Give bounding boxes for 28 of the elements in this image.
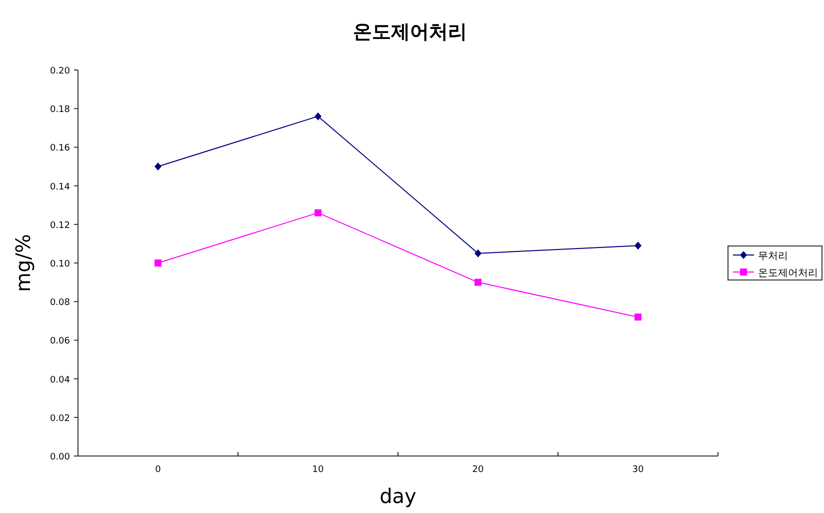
point — [154, 162, 162, 170]
point — [154, 260, 162, 266]
y-tick-label: 0.10 — [50, 260, 70, 270]
y-tick-label: 0.14 — [50, 182, 70, 192]
x-tick-label: 30 — [632, 465, 644, 475]
y-tick-label: 0.08 — [50, 298, 70, 308]
point — [634, 242, 642, 250]
legend-label: 온도제어처리 — [758, 268, 818, 279]
y-tick-label: 0.06 — [50, 336, 70, 347]
y-tick-label: 0.16 — [50, 144, 70, 154]
point — [474, 249, 482, 258]
x-tick-label: 0 — [155, 465, 162, 475]
y-axis-title: mg/% — [11, 234, 35, 292]
legend-label: 무처리 — [758, 251, 788, 262]
y-tick-label: 0.00 — [50, 452, 70, 462]
x-tick-label: 20 — [472, 465, 484, 475]
point — [314, 209, 322, 216]
y-tick-label: 0.12 — [50, 220, 70, 231]
chart-title: 온도제어처리 — [353, 21, 467, 43]
point — [314, 112, 322, 120]
y-tick-label: 0.04 — [50, 375, 70, 386]
y-tick-label: 0.20 — [50, 66, 70, 76]
y-tick-label: 0.18 — [50, 105, 70, 116]
point — [474, 278, 482, 286]
x-tick-label: 10 — [312, 465, 324, 475]
point — [634, 314, 642, 321]
x-axis-title: day — [380, 484, 417, 508]
y-tick-label: 0.02 — [50, 414, 70, 424]
